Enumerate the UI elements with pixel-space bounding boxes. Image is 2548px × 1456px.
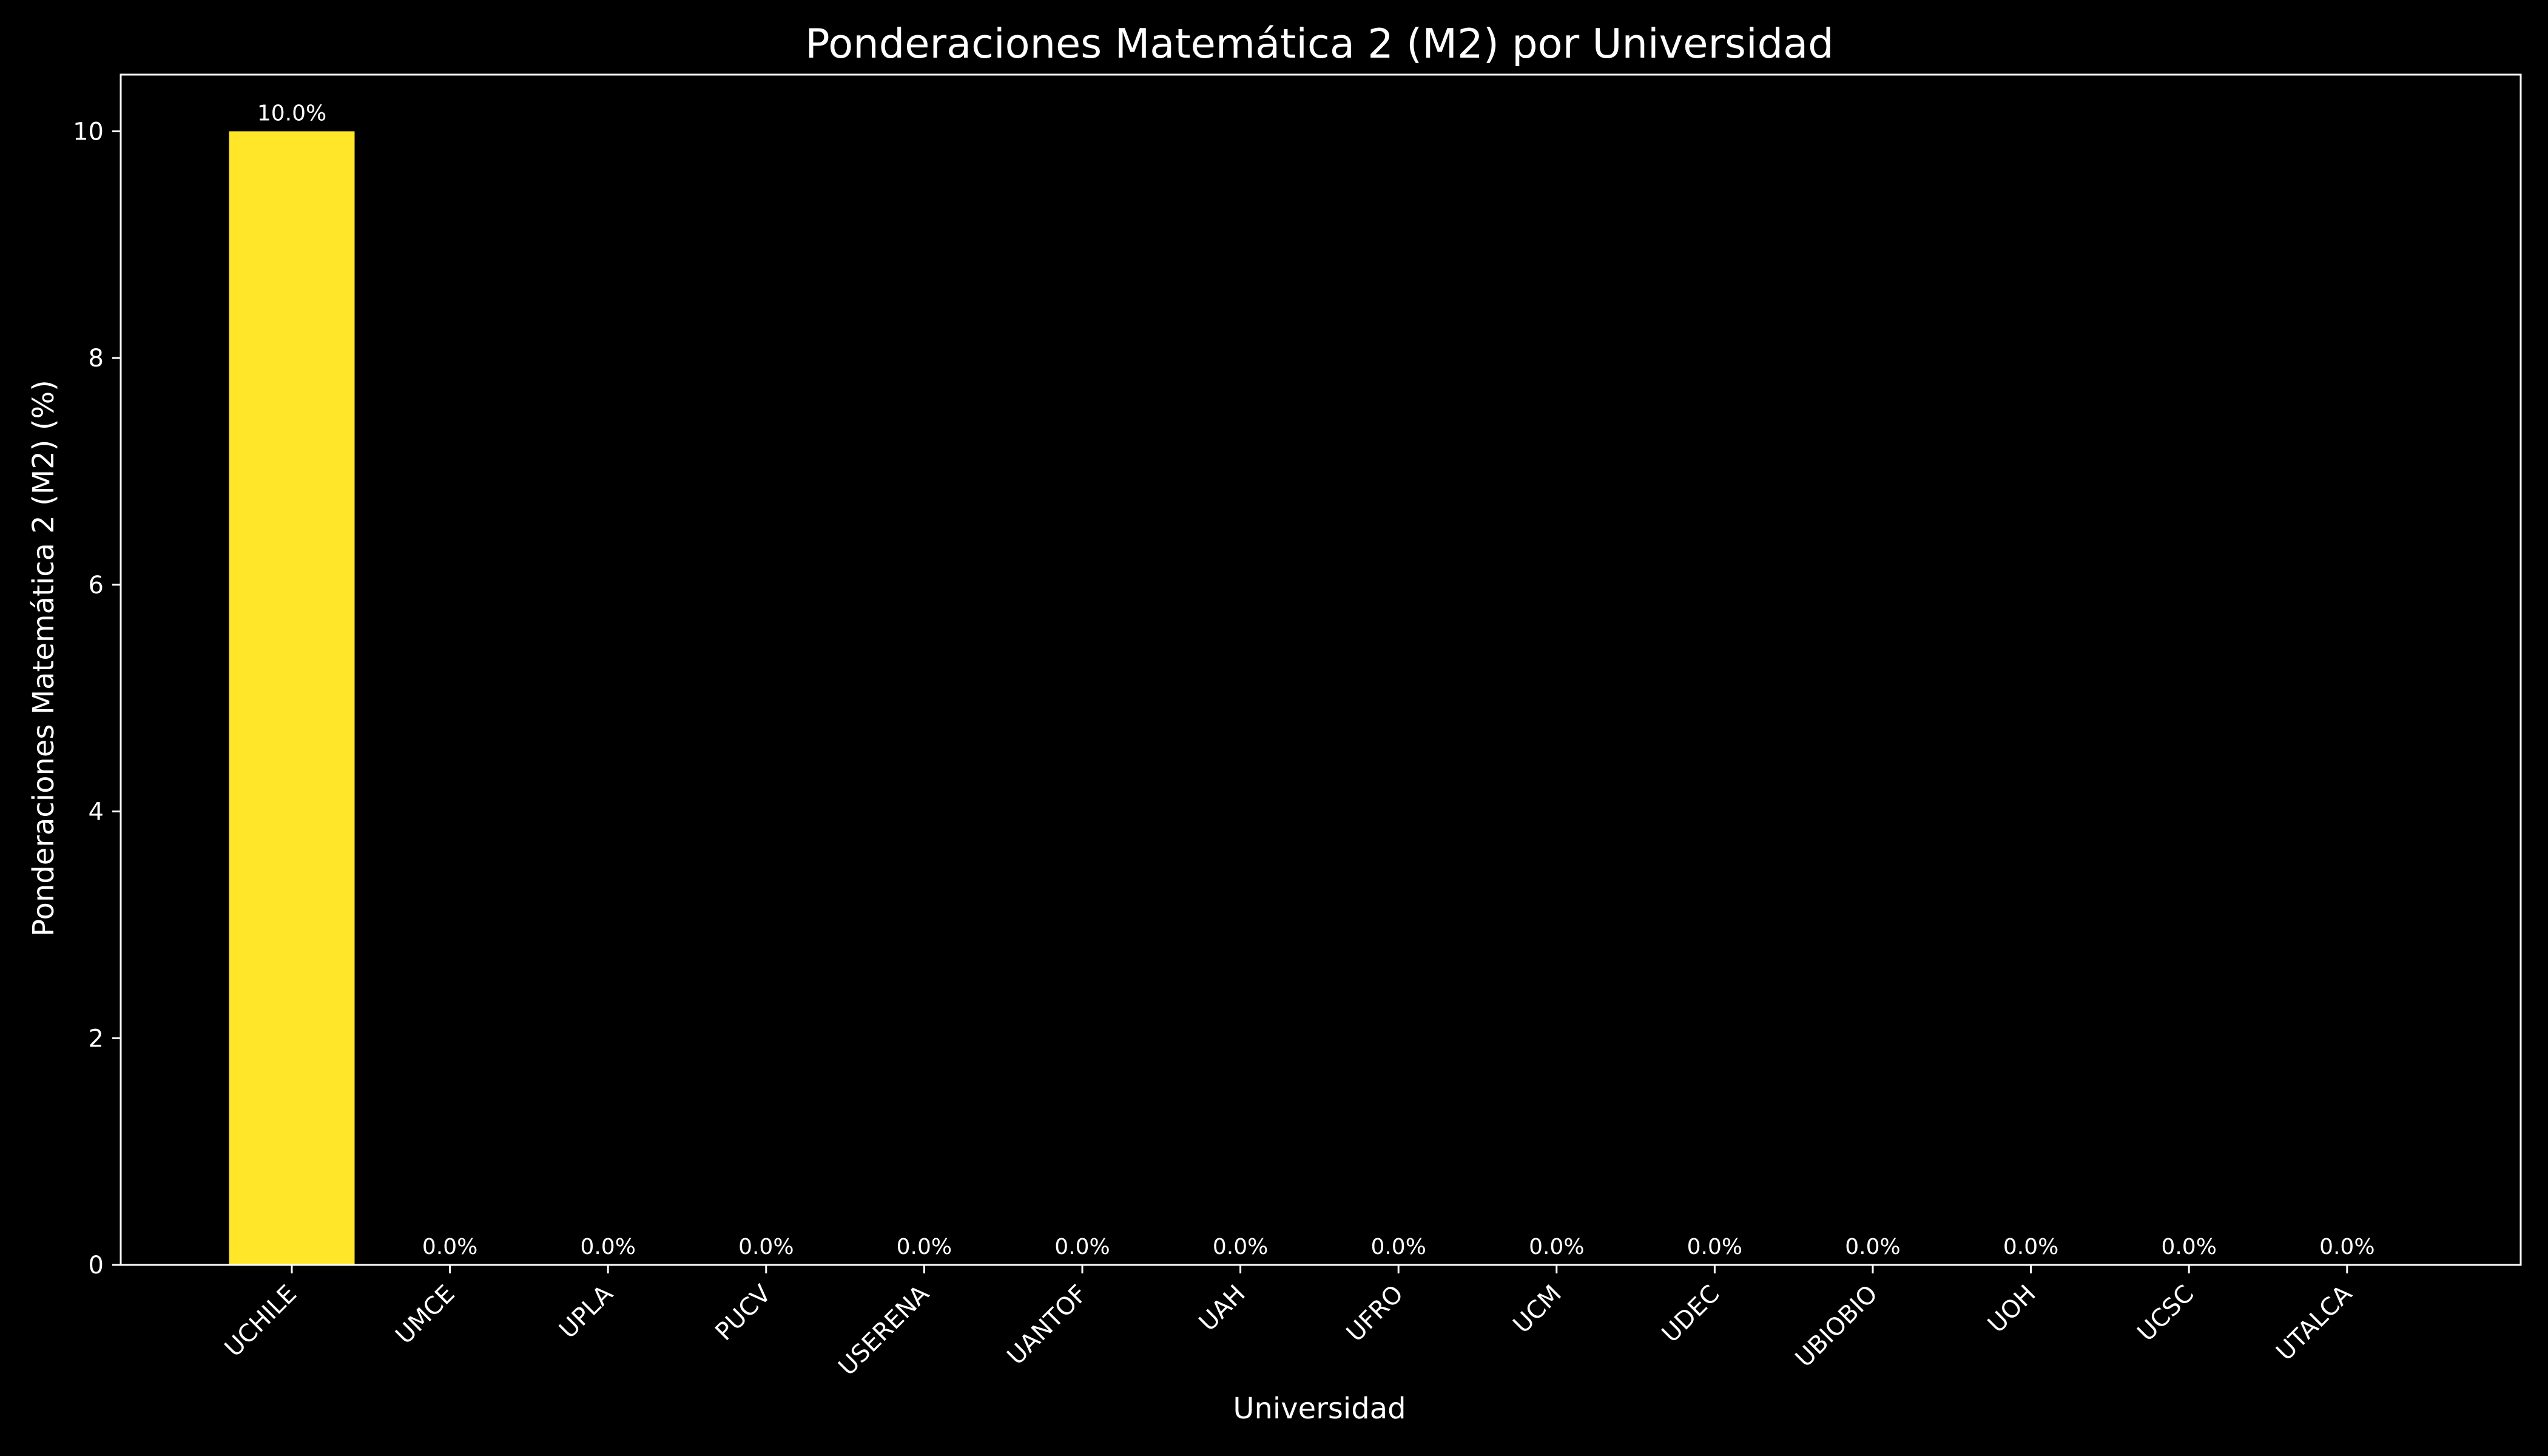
bar-value-label-uchile: 10.0% (257, 101, 326, 126)
bar-value-label-upla: 0.0% (580, 1235, 635, 1259)
bar-value-label-ucsc: 0.0% (2161, 1235, 2216, 1259)
y-axis-label: Ponderaciones Matemática 2 (M2) (%) (27, 380, 61, 937)
bar-value-label-ucm: 0.0% (1529, 1235, 1584, 1259)
y-axis-ticks: 0 2 4 6 8 10 (73, 118, 121, 1279)
y-tick-label-8: 8 (89, 345, 104, 372)
bar-value-label-utalca: 0.0% (2319, 1235, 2374, 1259)
bar-uchile (229, 131, 355, 1265)
y-tick-label-6: 6 (89, 571, 104, 599)
y-tick-label-4: 4 (89, 798, 104, 826)
y-tick-label-2: 2 (89, 1025, 104, 1053)
bar-value-label-userena: 0.0% (897, 1235, 952, 1259)
bar-value-label-uantof: 0.0% (1054, 1235, 1110, 1259)
bar-value-label-udec: 0.0% (1687, 1235, 1742, 1259)
bar-value-label-pucv: 0.0% (738, 1235, 794, 1259)
x-axis-label: Universidad (1233, 1392, 1406, 1426)
bar-labels-group: 10.0% 0.0% 0.0% 0.0% 0.0% 0.0% 0.0% 0.0% 0.0% 0.0… (257, 101, 2375, 1259)
bars-group (229, 131, 355, 1265)
chart-title: Ponderaciones Matemática 2 (M2) por Univ… (805, 20, 1833, 67)
bar-value-label-uoh: 0.0% (2003, 1235, 2058, 1259)
bar-value-label-ubiobio: 0.0% (1845, 1235, 1900, 1259)
y-tick-label-10: 10 (73, 118, 104, 146)
y-tick-label-0: 0 (89, 1252, 104, 1279)
plot-frame (120, 73, 2522, 1266)
bar-value-label-ufro: 0.0% (1370, 1235, 1426, 1259)
bar-value-label-umce: 0.0% (422, 1235, 477, 1259)
bar-value-label-uah: 0.0% (1213, 1235, 1268, 1259)
